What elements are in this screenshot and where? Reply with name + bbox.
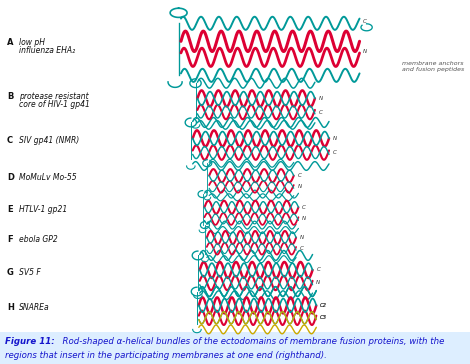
Text: SV5 F: SV5 F — [19, 268, 40, 277]
Text: protease resistant: protease resistant — [19, 92, 88, 101]
Text: C: C — [298, 173, 301, 178]
Text: MoMuLv Mo-55: MoMuLv Mo-55 — [19, 173, 77, 182]
FancyBboxPatch shape — [0, 332, 470, 364]
Text: Rod-shaped α-helical bundles of the ectodomains of membrane fusion proteins, wit: Rod-shaped α-helical bundles of the ecto… — [57, 337, 445, 346]
Text: C2: C2 — [320, 303, 327, 308]
Text: core of HIV-1 gp41: core of HIV-1 gp41 — [19, 100, 90, 109]
Text: F: F — [7, 235, 13, 244]
Text: N: N — [298, 184, 302, 189]
Text: N: N — [333, 136, 337, 141]
Text: G: G — [7, 268, 14, 277]
Text: HTLV-1 gp21: HTLV-1 gp21 — [19, 205, 67, 214]
Text: N: N — [316, 281, 321, 285]
Text: regions that insert in the participating membranes at one end (righthand).: regions that insert in the participating… — [5, 352, 327, 360]
Text: C3: C3 — [320, 315, 327, 320]
Text: A: A — [7, 39, 14, 47]
Text: membrane anchors
and fusion peptides: membrane anchors and fusion peptides — [402, 61, 464, 72]
Text: C: C — [302, 205, 306, 210]
Text: influenza EHA₂: influenza EHA₂ — [19, 47, 75, 55]
Text: SNAREa: SNAREa — [19, 303, 49, 312]
Text: C: C — [333, 150, 337, 155]
Text: D: D — [7, 173, 14, 182]
Text: C: C — [362, 19, 366, 24]
Text: SIV gp41 (NMR): SIV gp41 (NMR) — [19, 136, 79, 145]
Text: N: N — [300, 235, 304, 240]
Text: ebola GP2: ebola GP2 — [19, 235, 57, 244]
Text: C2: C2 — [320, 303, 328, 308]
Text: N: N — [362, 49, 367, 54]
Text: N: N — [319, 96, 323, 101]
Text: C: C — [300, 246, 304, 251]
Text: Figure 11:: Figure 11: — [5, 337, 55, 346]
Text: C: C — [7, 136, 13, 145]
Text: C3: C3 — [320, 315, 328, 320]
Text: C: C — [316, 268, 320, 273]
Text: N: N — [302, 217, 306, 221]
Text: low pH: low pH — [19, 39, 45, 47]
Text: E: E — [7, 205, 13, 214]
Text: C: C — [319, 110, 322, 115]
Text: H: H — [7, 303, 14, 312]
Text: B: B — [7, 92, 14, 101]
